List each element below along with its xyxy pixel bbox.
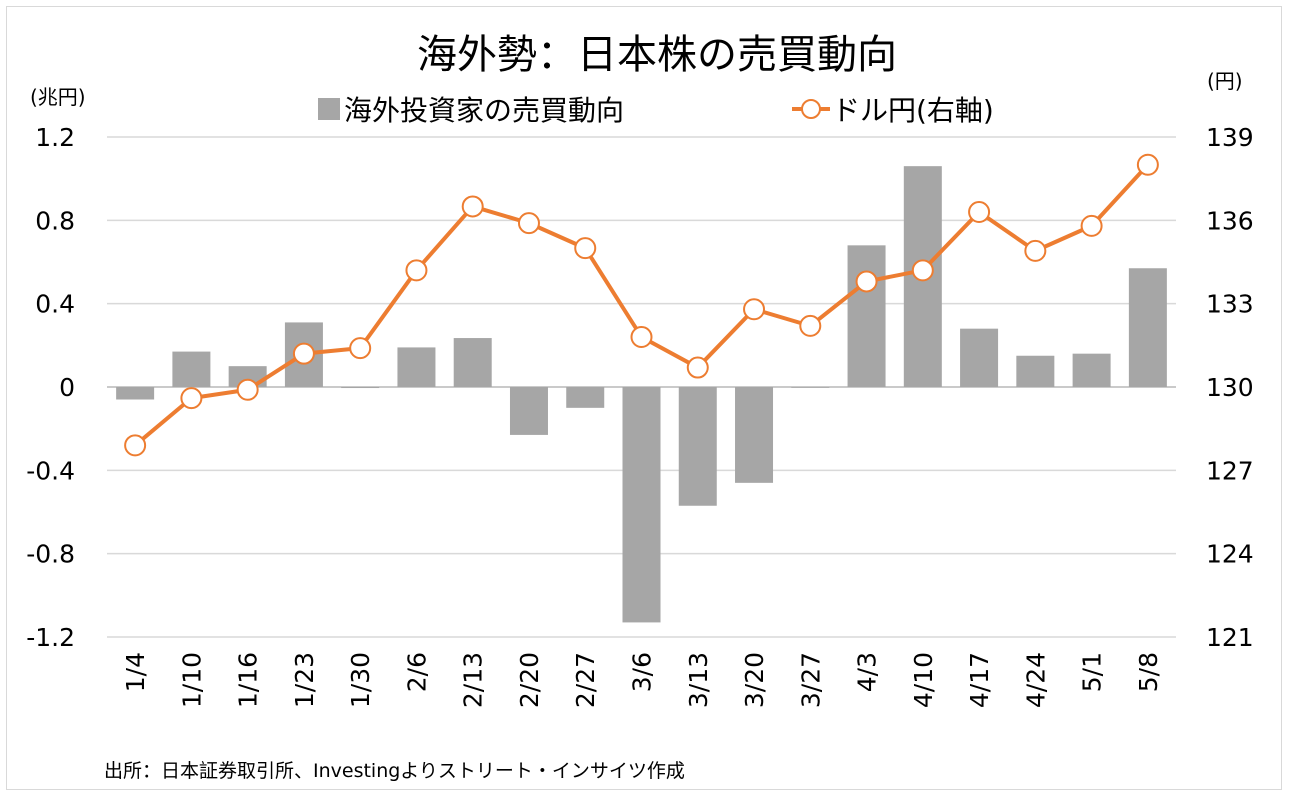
usdjpy-point-3-27 bbox=[799, 314, 822, 337]
usdjpy-point-2-6 bbox=[405, 259, 428, 282]
left-tick-label: 0.4 bbox=[35, 290, 75, 319]
usdjpy-point-5-8 bbox=[1136, 153, 1159, 176]
legend-marker-icon bbox=[801, 99, 821, 119]
usdjpy-point-4-24 bbox=[1024, 239, 1047, 262]
usdjpy-point-3-20 bbox=[743, 298, 766, 321]
usdjpy-point-3-13 bbox=[686, 356, 709, 379]
usdjpy-point-2-27 bbox=[574, 237, 597, 260]
x-tick-label: 2/27 bbox=[571, 652, 600, 708]
bar-4-3 bbox=[847, 245, 886, 387]
legend: 海外投資家の売買動向 ドル円(右軸) bbox=[318, 94, 994, 127]
left-tick-label: -1.2 bbox=[26, 623, 75, 652]
bar-5-8 bbox=[1128, 268, 1167, 387]
bar-2-13 bbox=[453, 338, 492, 387]
bar-3-20 bbox=[735, 387, 774, 483]
bar-3-27 bbox=[791, 387, 830, 388]
bar-3-6 bbox=[622, 387, 661, 623]
usdjpy-point-1-4 bbox=[124, 434, 147, 457]
right-tick-label: 124 bbox=[1206, 540, 1254, 569]
x-tick-label: 2/20 bbox=[515, 652, 544, 708]
x-tick-label: 1/23 bbox=[290, 652, 319, 708]
bar-1-10 bbox=[172, 351, 211, 387]
bar-2-27 bbox=[566, 387, 605, 408]
bar-4-24 bbox=[1016, 355, 1055, 387]
usdjpy-point-3-6 bbox=[630, 326, 653, 348]
bar-3-13 bbox=[678, 387, 717, 506]
x-tick-label: 4/3 bbox=[853, 652, 882, 692]
left-axis-unit: (兆円) bbox=[30, 85, 86, 109]
x-tick-label: 4/10 bbox=[909, 652, 938, 708]
x-tick-label: 2/6 bbox=[402, 652, 431, 692]
right-tick-label: 136 bbox=[1206, 206, 1254, 235]
bar-2-20 bbox=[509, 387, 548, 435]
left-tick-label: 0 bbox=[59, 373, 75, 402]
x-tick-label: 2/13 bbox=[459, 652, 488, 708]
left-tick-label: -0.4 bbox=[26, 456, 75, 485]
usdjpy-point-1-23 bbox=[292, 342, 315, 365]
usdjpy-point-1-30 bbox=[349, 337, 372, 360]
x-tick-label: 4/24 bbox=[1021, 652, 1050, 708]
bar-5-1 bbox=[1072, 353, 1111, 387]
usdjpy-point-2-20 bbox=[517, 212, 540, 235]
usdjpy-point-1-10 bbox=[180, 387, 203, 410]
usdjpy-point-4-3 bbox=[855, 270, 878, 293]
bar-2-6 bbox=[397, 347, 436, 387]
legend-bar-swatch bbox=[318, 98, 340, 120]
right-tick-label: 130 bbox=[1206, 373, 1254, 402]
chart-title: 海外勢：日本株の売買動向 bbox=[417, 32, 897, 78]
x-tick-label: 1/10 bbox=[177, 652, 206, 708]
x-tick-label: 3/20 bbox=[740, 652, 769, 708]
x-tick-label: 1/16 bbox=[234, 652, 263, 708]
bar-1-4 bbox=[116, 387, 155, 400]
right-tick-label: 133 bbox=[1206, 290, 1254, 319]
usdjpy-point-1-16 bbox=[236, 378, 259, 401]
left-tick-label: 1.2 bbox=[35, 123, 75, 152]
usdjpy-point-4-10 bbox=[911, 259, 934, 282]
bar-4-17 bbox=[960, 328, 999, 387]
x-tick-label: 3/13 bbox=[684, 652, 713, 708]
x-tick-label: 1/4 bbox=[121, 652, 150, 692]
x-tick-label: 3/27 bbox=[796, 652, 825, 708]
right-tick-label: 127 bbox=[1206, 456, 1254, 485]
right-tick-label: 139 bbox=[1206, 123, 1254, 152]
left-tick-label: -0.8 bbox=[26, 540, 75, 569]
legend-bar-label: 海外投資家の売買動向 bbox=[344, 94, 624, 127]
x-tick-label: 5/1 bbox=[1078, 652, 1107, 692]
x-tick-label: 1/30 bbox=[346, 652, 375, 708]
chart-frame bbox=[6, 6, 1282, 790]
usdjpy-point-4-17 bbox=[968, 201, 991, 223]
usdjpy-point-5-1 bbox=[1080, 214, 1103, 237]
x-tick-label: 5/8 bbox=[1134, 652, 1163, 692]
right-tick-label: 121 bbox=[1206, 623, 1254, 652]
right-axis-unit: (円) bbox=[1207, 69, 1243, 93]
legend-line-label: ドル円(右軸) bbox=[832, 94, 994, 127]
x-tick-label: 3/6 bbox=[628, 652, 657, 692]
bar-1-30 bbox=[341, 387, 380, 389]
usdjpy-point-2-13 bbox=[461, 195, 484, 218]
left-tick-label: 0.8 bbox=[35, 206, 75, 235]
source-note: 出所：日本証券取引所、Investingよりストリート・インサイツ作成 bbox=[104, 760, 685, 782]
x-tick-label: 4/17 bbox=[965, 652, 994, 708]
